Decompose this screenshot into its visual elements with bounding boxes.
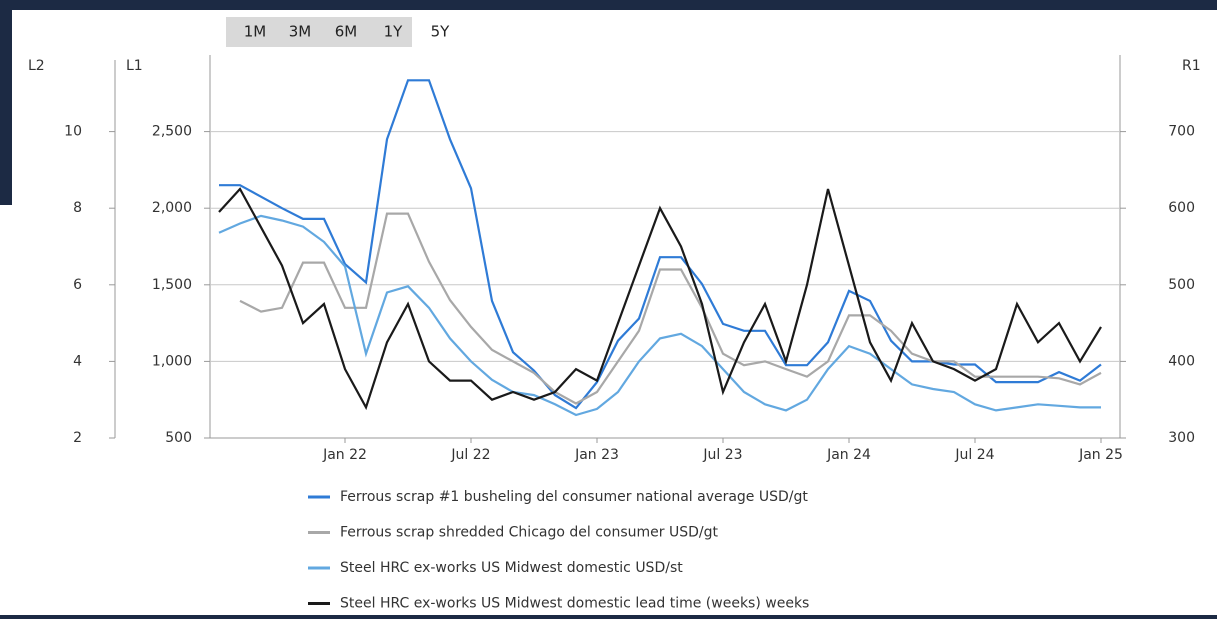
axis-title: R1 xyxy=(1182,58,1201,74)
y-tick-label: 8 xyxy=(73,200,82,216)
series-line xyxy=(218,187,1102,411)
series-line xyxy=(239,212,1102,405)
range-button[interactable]: 1M xyxy=(244,23,267,41)
series-line xyxy=(219,79,1102,410)
x-tick-label: Jan 24 xyxy=(826,447,871,463)
y-tick-label: 2,000 xyxy=(152,200,192,216)
series-line xyxy=(218,214,1101,417)
axis-title: L2 xyxy=(28,58,45,74)
y-tick-label: 400 xyxy=(1168,353,1195,369)
y-tick-label: 2 xyxy=(73,430,82,446)
legend-label: Steel HRC ex-works US Midwest domestic U… xyxy=(340,560,683,576)
axis-title: L1 xyxy=(126,58,143,74)
range-button[interactable]: 5Y xyxy=(431,23,451,41)
x-tick-label: Jul 22 xyxy=(450,447,490,463)
y-tick-label: 1,500 xyxy=(152,277,192,293)
y-tick-label: 2,500 xyxy=(152,124,192,140)
y-tick-label: 6 xyxy=(73,277,82,293)
x-tick-label: Jan 23 xyxy=(574,447,619,463)
x-tick-label: Jan 22 xyxy=(322,447,367,463)
y-tick-label: 500 xyxy=(165,430,192,446)
range-bar xyxy=(226,17,412,47)
range-button[interactable]: 3M xyxy=(289,23,312,41)
y-tick-label: 1,000 xyxy=(152,353,192,369)
range-button[interactable]: 6M xyxy=(335,23,358,41)
y-tick-label: 4 xyxy=(73,353,82,369)
legend-label: Ferrous scrap #1 busheling del consumer … xyxy=(340,489,808,505)
panel-edge xyxy=(0,205,12,615)
legend-label: Ferrous scrap shredded Chicago del consu… xyxy=(340,525,718,541)
panel xyxy=(12,10,1217,615)
x-tick-label: Jul 24 xyxy=(954,447,994,463)
y-tick-label: 10 xyxy=(64,124,82,140)
y-tick-label: 500 xyxy=(1168,277,1195,293)
y-tick-label: 600 xyxy=(1168,200,1195,216)
legend-label: Steel HRC ex-works US Midwest domestic l… xyxy=(340,596,809,612)
range-button[interactable]: 1Y xyxy=(384,23,404,41)
y-tick-label: 700 xyxy=(1168,124,1195,140)
x-tick-label: Jan 25 xyxy=(1078,447,1123,463)
y-tick-label: 300 xyxy=(1168,430,1195,446)
x-tick-label: Jul 23 xyxy=(702,447,742,463)
